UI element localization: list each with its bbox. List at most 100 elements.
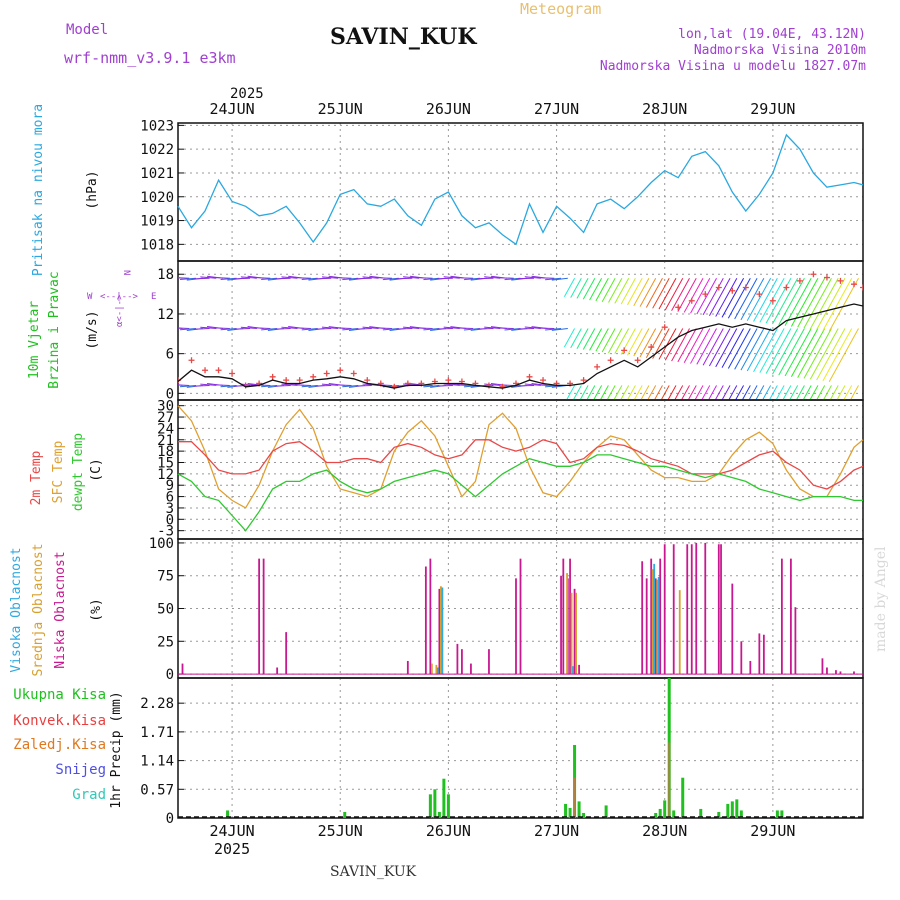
wind-barb: [687, 385, 697, 400]
compass-arrows: <--|-->: [100, 292, 139, 302]
total-precip-bar: [604, 805, 608, 818]
wind-barb: [639, 328, 657, 358]
wind-barb: [342, 384, 359, 388]
wind-barb: [200, 276, 217, 279]
gust-marker: [202, 367, 209, 374]
wind-barb: [768, 385, 778, 400]
y-tick-label: 18: [157, 267, 174, 283]
wind-barb: [193, 384, 210, 387]
wind-barb: [849, 385, 859, 400]
wind-barb: [261, 328, 278, 331]
gust-marker: [445, 377, 452, 384]
temp-2m-line: [178, 439, 864, 490]
y-tick-label: 0: [166, 386, 174, 402]
wind-barb: [274, 328, 291, 330]
wind-barb: [563, 328, 576, 348]
wind-barb: [620, 277, 636, 305]
wind-barb: [589, 328, 603, 351]
total-precip-bar: [699, 808, 703, 818]
compass-n: N: [121, 270, 131, 275]
wind-barb: [301, 384, 318, 388]
gust-marker: [215, 367, 222, 374]
wind-barb: [784, 328, 812, 377]
wind-barb: [355, 384, 372, 387]
y-tick-label: 15: [157, 455, 174, 471]
total-precip-bar: [780, 810, 784, 818]
wind-barb: [778, 328, 805, 376]
y-tick-label: 0: [166, 811, 174, 827]
gust-marker: [350, 370, 357, 377]
date-label-bottom: 25JUN: [318, 822, 363, 840]
wind-barb: [254, 277, 271, 279]
wind-barb: [789, 385, 799, 400]
gust-marker: [269, 373, 276, 380]
wind-barb: [803, 328, 832, 379]
wind-barb: [620, 385, 630, 400]
wind-barb: [178, 277, 190, 279]
wind-barb: [772, 328, 799, 375]
cloud-unit: (%): [89, 598, 104, 621]
total-precip-bar: [226, 810, 230, 818]
wind-barb: [362, 326, 379, 330]
wind-barb: [281, 276, 298, 279]
model-label: Model: [66, 22, 108, 38]
wind-barb: [294, 384, 311, 386]
wind-barb: [748, 385, 758, 400]
wind-barb: [715, 328, 738, 368]
wind-barb: [614, 277, 630, 304]
wind-barb: [671, 328, 690, 362]
precip-legend: Ukupna Kisa Konvek.Kisa Zaledj.Kisa Snij…: [13, 687, 106, 803]
panel-frame: [177, 677, 864, 819]
total-precip-bar: [577, 801, 581, 818]
date-label-bottom: 28JUN: [642, 822, 687, 840]
wind-barb: [802, 385, 812, 400]
y-tick-label: 12: [157, 467, 174, 483]
wind-barb: [261, 277, 278, 281]
wind-barb: [524, 383, 541, 386]
wind-barb: [570, 328, 582, 349]
wind-barb: [593, 385, 603, 400]
y-tick-label: 50: [157, 602, 174, 618]
wind-barb: [674, 385, 684, 400]
wind-barb: [613, 385, 623, 400]
legend-conv: Konvek.Kisa: [13, 713, 106, 729]
wind-barb: [599, 385, 609, 400]
wind-barb: [708, 328, 731, 367]
gust-marker: [283, 377, 290, 384]
wind-barb: [683, 277, 704, 313]
total-precip-bar: [663, 800, 667, 818]
wind-barb: [633, 277, 650, 307]
y-tick-label: 1021: [140, 166, 174, 182]
total-precip-bar: [730, 801, 734, 818]
date-label-top: 24JUN: [210, 100, 255, 118]
y-tick-label: 2.28: [140, 696, 174, 712]
wind-barb: [484, 276, 501, 279]
wind-barb: [301, 328, 318, 331]
total-precip-bar: [437, 811, 441, 818]
wind-barb: [335, 277, 352, 279]
temp-2m-title: 2m Temp: [29, 450, 44, 505]
wind-title-2: Brzina i Pravac: [47, 271, 62, 388]
wind-barb: [740, 277, 765, 321]
gust-marker: [729, 287, 736, 294]
gust-marker: [499, 383, 506, 390]
credit-text: made by Angel: [873, 546, 889, 652]
wind-barb: [702, 277, 724, 316]
top-date-axis: 24JUN 25JUN 26JUN 27JUN 28JUN 29JUN: [210, 100, 796, 118]
wind-barb: [626, 385, 636, 400]
temp-dew-title: dewpt Temp: [71, 433, 86, 511]
wind-barb: [403, 276, 420, 279]
wind-barb: [551, 328, 568, 331]
wind-barb: [822, 385, 832, 400]
wind-barb: [707, 385, 717, 400]
wind-barb: [734, 328, 758, 370]
wind-barb: [694, 385, 704, 400]
wind-barb: [586, 385, 596, 400]
date-label-bottom: 29JUN: [750, 822, 795, 840]
conv-precip-bar: [573, 777, 576, 818]
footer-station: SAVIN_KUK: [330, 864, 417, 880]
y-tick-label: 18: [157, 444, 174, 460]
wind-barb: [582, 328, 596, 350]
wind-barb: [436, 328, 453, 330]
wind-barb: [335, 327, 352, 330]
